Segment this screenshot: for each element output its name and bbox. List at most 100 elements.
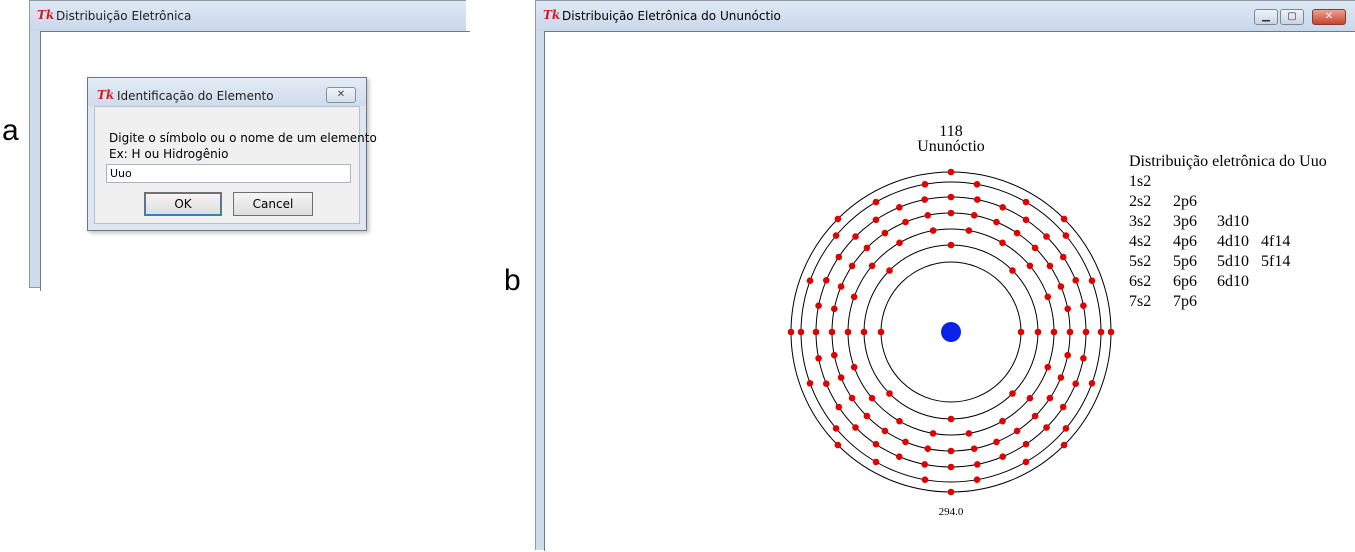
- electron-dot: [1031, 244, 1039, 252]
- electron-dot: [1009, 267, 1016, 274]
- electron-dot: [831, 305, 838, 313]
- electron-dot: [831, 351, 838, 359]
- electron-dot: [1060, 215, 1068, 223]
- atomic-number: 118: [939, 123, 963, 140]
- electron-dot: [902, 218, 909, 226]
- distribution-cell: 4p6: [1173, 233, 1197, 250]
- element-dialog: Tk Identificação do Elemento ✕ Digite o …: [87, 77, 377, 231]
- electron-dot: [881, 427, 889, 435]
- dialog-close-button[interactable]: ✕: [326, 87, 356, 103]
- electron-dot: [1031, 412, 1039, 420]
- electron-dot: [868, 262, 876, 270]
- distribution-cell: 2s2: [1129, 193, 1152, 210]
- electron-dot: [832, 425, 840, 432]
- electron-dot: [848, 394, 856, 402]
- distribution-cell: 3s2: [1129, 213, 1152, 230]
- electron-dot: [947, 168, 955, 176]
- electron-dot: [1022, 458, 1030, 466]
- electron-dot: [877, 328, 885, 336]
- electron-dot: [872, 216, 880, 224]
- electron-dot: [999, 453, 1006, 461]
- electron-dot: [921, 181, 929, 188]
- electron-dot: [970, 212, 978, 219]
- electron-dot: [947, 488, 955, 496]
- electron-dot: [1046, 394, 1054, 402]
- electron-dot: [929, 227, 937, 234]
- distribution-cell: 5p6: [1173, 253, 1197, 270]
- close-button[interactable]: ✕: [1312, 9, 1346, 25]
- electron-dot: [815, 302, 822, 310]
- distribution-cell: 3p6: [1173, 213, 1197, 230]
- electron-dot: [848, 262, 856, 270]
- electron-dot: [1082, 328, 1090, 336]
- electron-dot: [787, 328, 795, 336]
- electron-dot: [832, 232, 840, 239]
- electron-dot: [1013, 229, 1021, 237]
- electron-dot: [947, 463, 955, 471]
- electron-dot: [881, 229, 889, 237]
- element-input[interactable]: [106, 164, 351, 183]
- electron-dot: [837, 374, 845, 381]
- ok-button[interactable]: OK: [144, 192, 222, 216]
- electron-dot: [965, 430, 973, 437]
- electron-dot: [947, 447, 955, 455]
- electron-dot: [837, 283, 845, 290]
- distribution-heading: Distribuição eletrônica do Uuo: [1129, 153, 1327, 170]
- distribution-window-titlebar[interactable]: Tk Distribuição Eletrônica do Ununóctio …: [536, 1, 1355, 31]
- distribution-cell: 7p6: [1173, 293, 1197, 310]
- distribution-cell: 6s2: [1129, 273, 1152, 290]
- electron-dot: [1009, 390, 1016, 397]
- main-window-titlebar[interactable]: Tk Distribuição Eletrônica: [30, 1, 466, 31]
- electron-dot: [1088, 380, 1096, 387]
- electron-dot: [947, 241, 955, 249]
- electron-dot: [834, 441, 842, 449]
- electron-dot: [1022, 440, 1030, 448]
- window-title: Distribuição Eletrônica: [56, 9, 192, 23]
- electron-dot: [1097, 328, 1105, 336]
- window-title: Distribuição Eletrônica do Ununóctio: [562, 9, 781, 23]
- electron-dot: [835, 403, 843, 411]
- electron-dot: [1026, 394, 1034, 402]
- electron-dot: [993, 438, 1000, 446]
- electron-dot: [902, 438, 909, 446]
- dialog-prompt: Digite o símbolo ou o nome de um element…: [109, 131, 377, 145]
- distribution-cell: 2p6: [1173, 193, 1197, 210]
- electron-dot: [850, 363, 858, 371]
- electron-dot: [1044, 293, 1052, 301]
- electron-dot: [852, 233, 859, 240]
- electron-dot: [797, 328, 805, 336]
- electron-dot: [1059, 403, 1067, 411]
- electron-dot: [1043, 233, 1050, 240]
- electron-dot: [886, 267, 893, 274]
- electron-group: [787, 168, 1115, 496]
- electron-dot: [1072, 380, 1079, 388]
- dialog-titlebar[interactable]: Tk Identificação do Elemento ✕: [88, 78, 366, 106]
- electron-dot: [872, 198, 880, 206]
- electron-dot: [921, 196, 928, 203]
- distribution-cell: 4s2: [1129, 233, 1152, 250]
- electron-dot: [947, 209, 955, 217]
- distribution-canvas: 118 Ununóctio 294.0 Distribuição eletrôn…: [544, 31, 1355, 551]
- electron-dot: [1080, 302, 1087, 310]
- electron-dot: [999, 204, 1006, 211]
- electron-dot: [1034, 328, 1042, 336]
- tk-feather-icon: Tk: [37, 8, 55, 22]
- electron-dot: [850, 293, 858, 301]
- electron-dot: [924, 445, 932, 453]
- electron-dot: [896, 417, 903, 425]
- electron-dot: [886, 390, 893, 397]
- electron-dot: [973, 181, 981, 188]
- electron-dot: [1022, 216, 1030, 224]
- electron-dot: [1022, 198, 1030, 206]
- cancel-button[interactable]: Cancel: [233, 192, 313, 216]
- maximize-button[interactable]: ▢: [1280, 9, 1304, 25]
- electron-dot: [1057, 283, 1065, 290]
- electron-dot: [868, 394, 876, 402]
- minimize-button[interactable]: ▁: [1254, 9, 1278, 25]
- distribution-cell: 5f14: [1261, 253, 1291, 270]
- electron-dot: [970, 445, 978, 453]
- tk-feather-icon: Tk: [543, 8, 561, 22]
- electron-dot: [872, 458, 880, 466]
- electron-dot: [993, 218, 1000, 226]
- electron-dot: [896, 204, 903, 211]
